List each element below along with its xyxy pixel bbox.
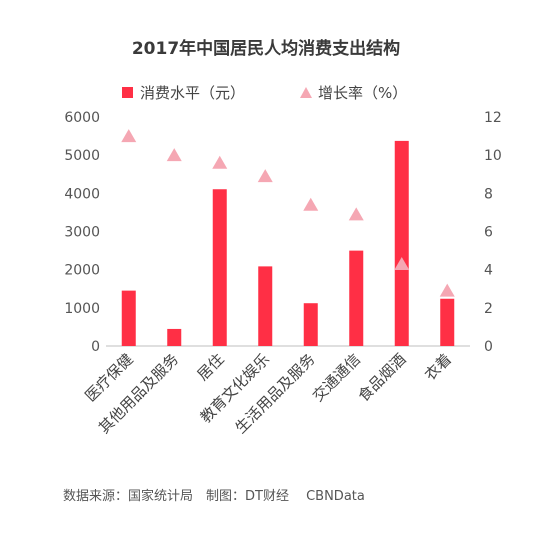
growth-rate-marker <box>303 197 319 211</box>
bar <box>303 303 318 346</box>
y-left-tick-label: 2000 <box>64 263 100 279</box>
growth-rate-marker <box>121 129 137 143</box>
y-right-tick-label: 2 <box>484 301 493 317</box>
legend-bar-swatch <box>122 87 133 98</box>
bar <box>394 140 409 346</box>
legend-bar-label: 消费水平（元） <box>140 84 245 102</box>
y-right-tick-label: 6 <box>484 225 493 241</box>
y-right-tick-label: 12 <box>484 110 502 126</box>
growth-rate-marker <box>212 155 228 169</box>
bar <box>212 189 227 346</box>
y-left-tick-label: 5000 <box>64 148 100 164</box>
y-left-tick-label: 1000 <box>64 301 100 317</box>
x-category-label: 交通通信 <box>309 350 364 405</box>
y-left-tick-label: 6000 <box>64 110 100 126</box>
y-right-tick-label: 4 <box>484 263 493 279</box>
y-left-tick-label: 3000 <box>64 225 100 241</box>
plot-area: 0100020003000400050006000024681012医疗保健其他… <box>64 110 501 437</box>
x-category-label: 生活用品及服务 <box>232 350 319 437</box>
growth-rate-marker <box>166 148 182 162</box>
y-left-tick-label: 4000 <box>64 186 100 202</box>
x-category-label: 食品烟酒 <box>354 350 409 405</box>
legend-triangle-label: 增长率（%） <box>318 84 407 102</box>
x-category-label: 衣着 <box>421 350 455 384</box>
legend-triangle-swatch <box>300 87 312 98</box>
bar <box>167 328 182 346</box>
bar <box>258 266 273 346</box>
source-note: 数据来源：国家统计局 制图：DT财经 CBNData <box>63 488 365 504</box>
x-category-label: 居住 <box>194 350 228 384</box>
growth-rate-marker <box>439 283 455 297</box>
y-right-tick-label: 10 <box>484 148 502 164</box>
bar <box>349 250 364 346</box>
bar <box>440 298 455 346</box>
growth-rate-marker <box>257 169 273 183</box>
growth-rate-marker <box>348 207 364 221</box>
y-right-tick-label: 8 <box>484 186 493 202</box>
y-right-tick-label: 0 <box>484 339 493 355</box>
growth-rate-marker <box>394 256 410 270</box>
x-category-label: 其他用品及服务 <box>95 350 182 437</box>
y-left-tick-label: 0 <box>91 339 100 355</box>
chart-title: 2017年中国居民人均消费支出结构 <box>132 38 400 59</box>
bar <box>121 290 136 346</box>
